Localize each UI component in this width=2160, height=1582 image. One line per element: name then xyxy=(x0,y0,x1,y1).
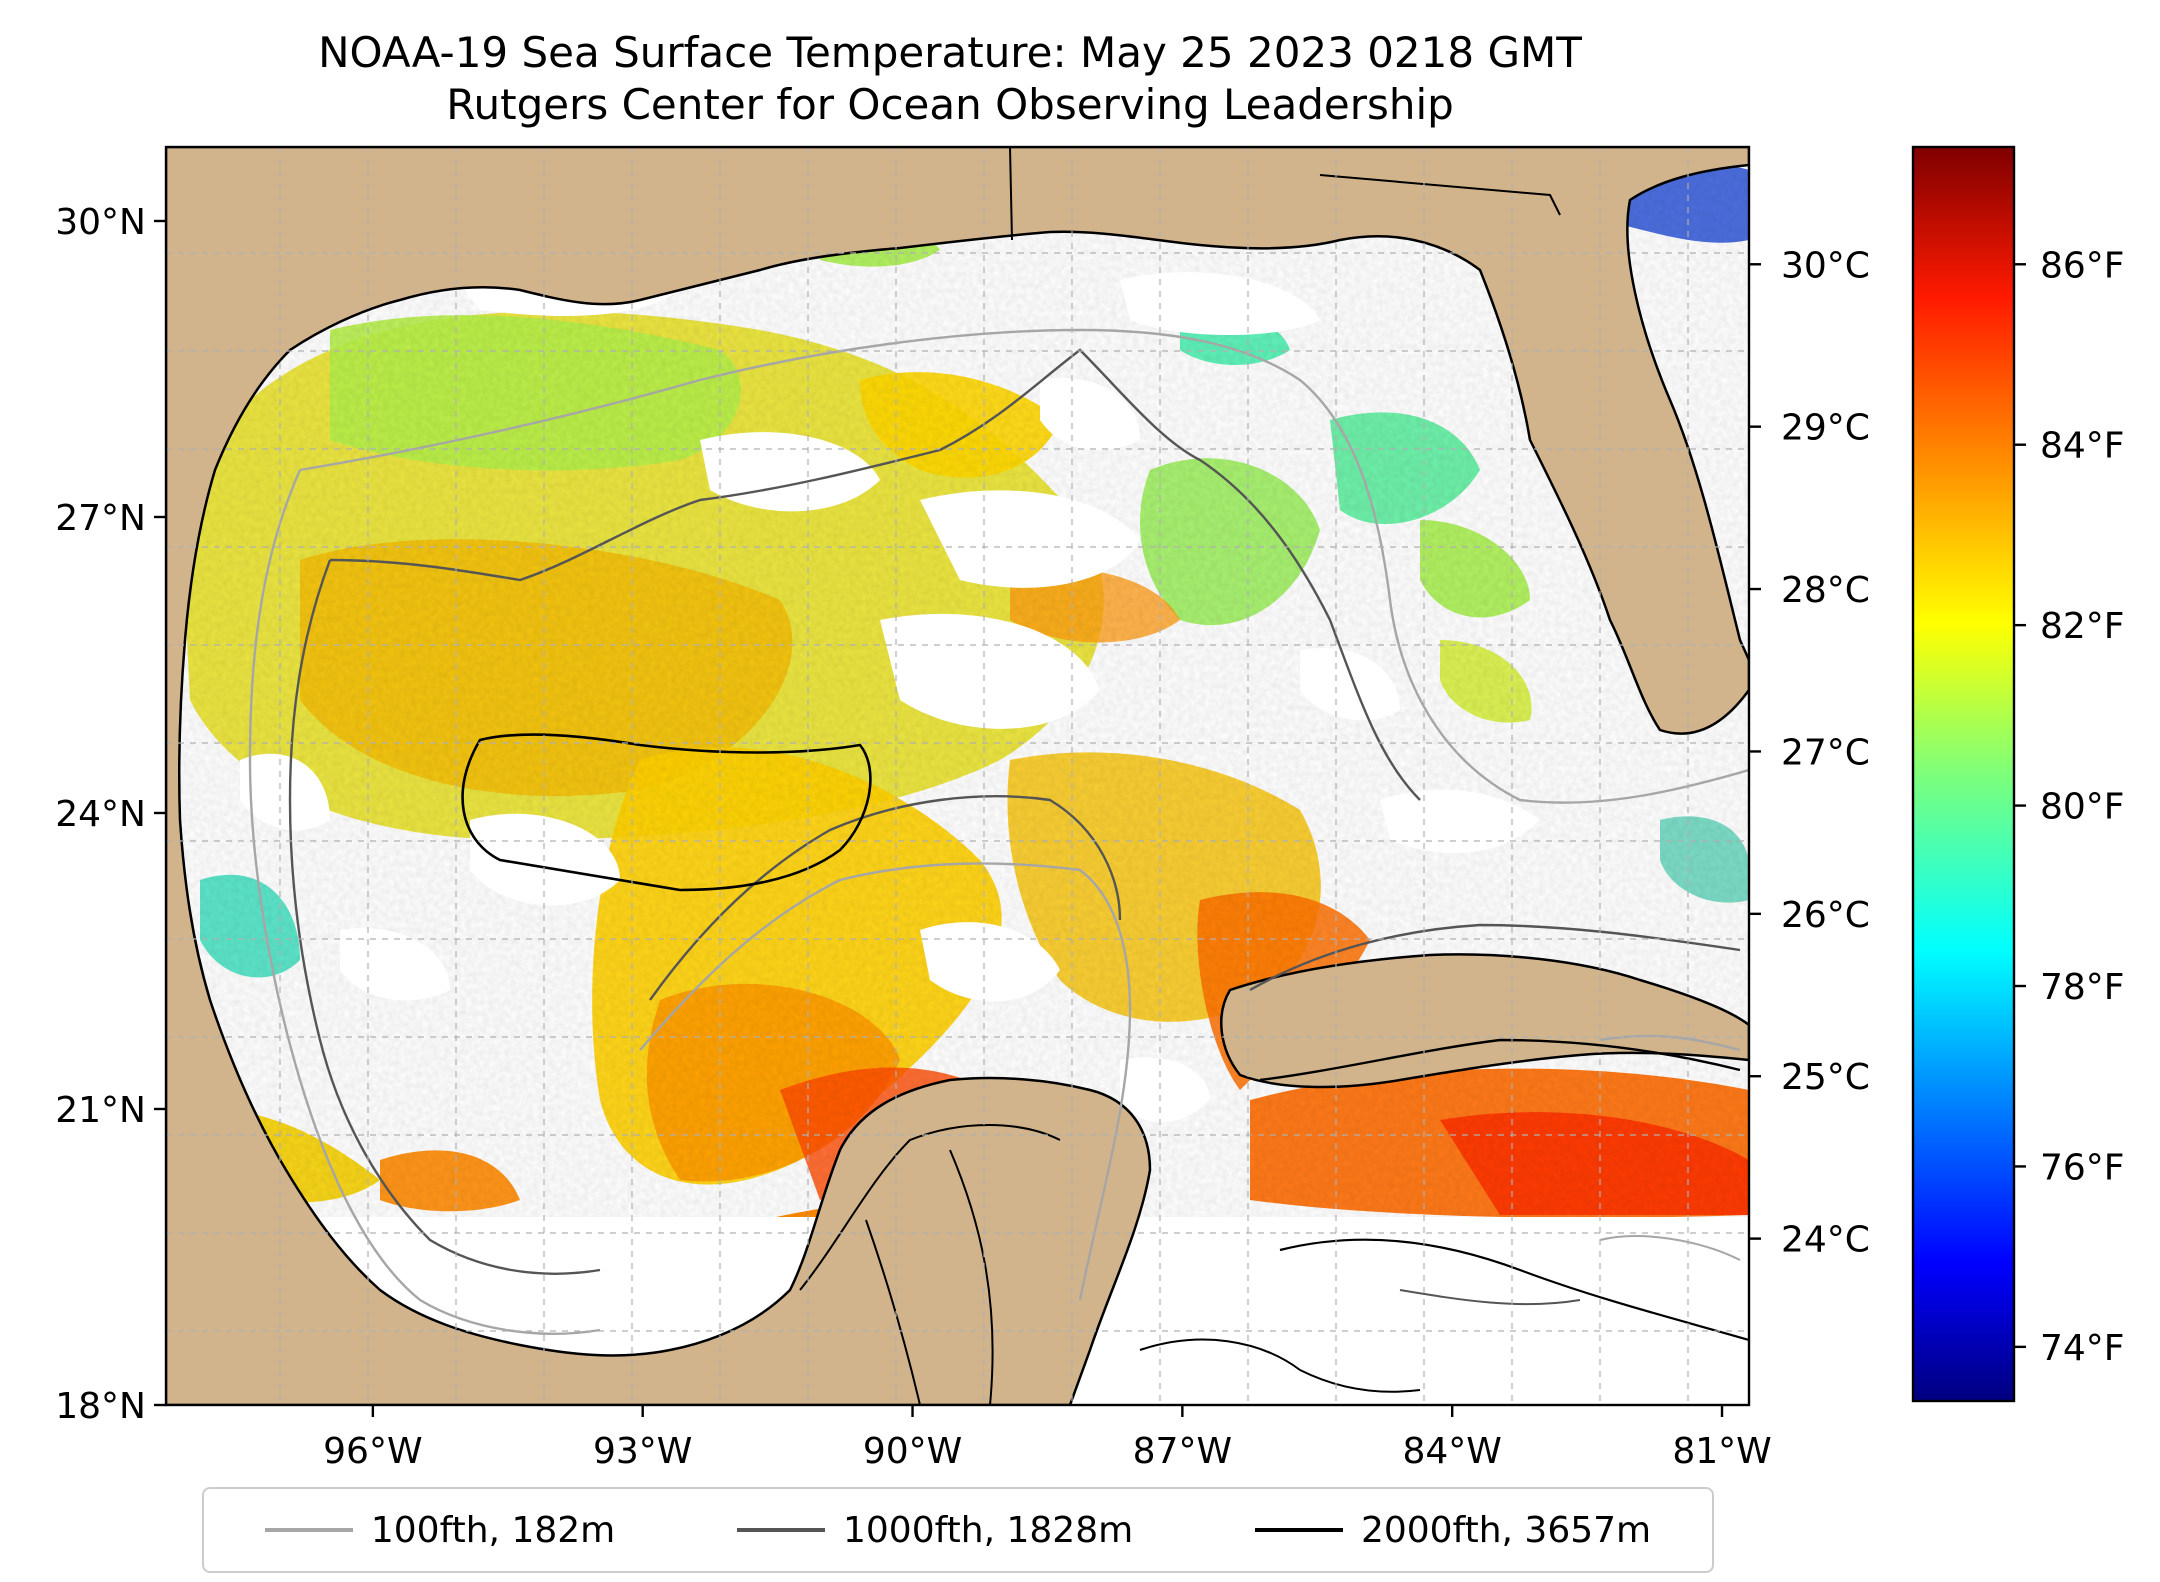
sst-map: 30°N 27°N 24°N 21°N 18°N 96°W 93°W 90°W 87°W 84°… xyxy=(55,145,2125,1472)
legend-line-2000fth xyxy=(1254,1528,1343,1532)
lon-tick-label: 81°W xyxy=(1672,1431,1771,1472)
land xyxy=(166,147,1749,1405)
fahrenheit-axis: 86°F 84°F 82°F 80°F 78°F 76°F 74°F xyxy=(2014,245,2125,1369)
celsius-tick-label: 25°C xyxy=(1781,1057,1870,1098)
lat-tick-label: 27°N xyxy=(55,498,146,539)
grid xyxy=(166,147,1749,1405)
celsius-tick-label: 24°C xyxy=(1781,1220,1870,1261)
lat-tick-label: 30°N xyxy=(55,202,146,243)
contour-legend: 100fth, 182m 1000fth, 1828m 2000fth, 365… xyxy=(202,1487,1714,1573)
fahrenheit-tick-label: 80°F xyxy=(2040,787,2125,828)
celsius-tick-label: 30°C xyxy=(1781,245,1870,286)
lon-axis: 96°W 93°W 90°W 87°W 84°W 81°W xyxy=(323,1405,1772,1472)
lat-tick-label: 21°N xyxy=(55,1090,146,1131)
map-subtitle: Rutgers Center for Ocean Observing Leade… xyxy=(446,80,1454,129)
celsius-tick-label: 29°C xyxy=(1781,408,1870,449)
fahrenheit-tick-label: 84°F xyxy=(2040,426,2125,467)
lon-tick-label: 93°W xyxy=(593,1431,692,1472)
legend-label-2000fth: 2000fth, 3657m xyxy=(1360,1509,1652,1551)
lat-tick-label: 18°N xyxy=(55,1386,146,1427)
celsius-tick-label: 28°C xyxy=(1781,570,1870,611)
map-title: NOAA-19 Sea Surface Temperature: May 25 … xyxy=(318,28,1582,77)
lon-tick-label: 84°W xyxy=(1402,1431,1501,1472)
map-frame xyxy=(164,145,1751,1407)
lon-tick-label: 90°W xyxy=(863,1431,962,1472)
legend-item-100fth: 100fth, 182m xyxy=(264,1509,616,1551)
fahrenheit-tick-label: 76°F xyxy=(2040,1147,2125,1188)
legend-item-1000fth: 1000fth, 1828m xyxy=(737,1510,1133,1551)
map-area xyxy=(166,147,1749,1405)
legend-item-2000fth: 2000fth, 3657m xyxy=(1254,1509,1652,1551)
celsius-axis: 30°C 29°C 28°C 27°C 26°C 25°C 24°C xyxy=(1749,245,1870,1261)
legend-label-100fth: 100fth, 182m xyxy=(370,1509,616,1551)
lat-axis: 30°N 27°N 24°N 21°N 18°N xyxy=(55,202,166,1427)
celsius-tick-label: 26°C xyxy=(1781,895,1870,936)
fahrenheit-tick-label: 86°F xyxy=(2040,245,2125,286)
celsius-tick-label: 27°C xyxy=(1781,732,1870,773)
lon-tick-label: 87°W xyxy=(1133,1431,1232,1472)
lon-tick-label: 96°W xyxy=(323,1431,422,1472)
fahrenheit-tick-label: 74°F xyxy=(2040,1328,2125,1369)
lat-tick-label: 24°N xyxy=(55,794,146,835)
legend-label-1000fth: 1000fth, 1828m xyxy=(843,1509,1134,1551)
legend-line-1000fth xyxy=(737,1528,825,1532)
colorbar xyxy=(1911,145,2016,1403)
fahrenheit-tick-label: 78°F xyxy=(2040,967,2125,1008)
fahrenheit-tick-label: 82°F xyxy=(2040,606,2125,647)
legend-line-100fth xyxy=(264,1528,353,1532)
